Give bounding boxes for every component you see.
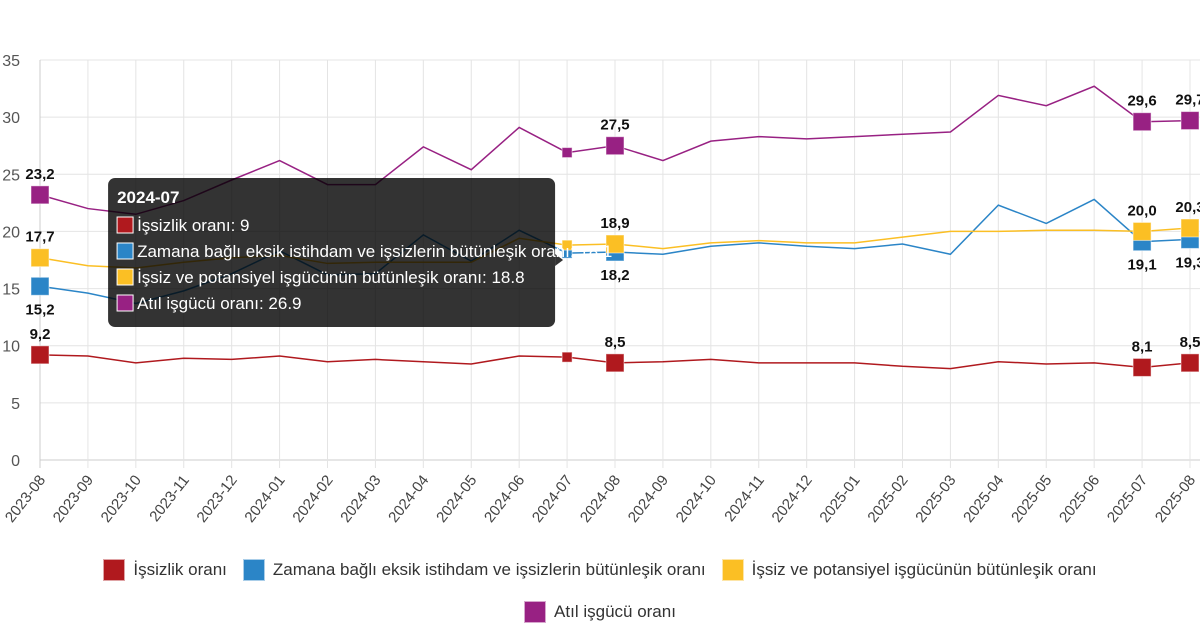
data-point-marker <box>30 345 50 365</box>
y-tick-label: 30 <box>2 110 20 127</box>
tooltip-line: İşsiz ve potansiyel işgücünün bütünleşik… <box>137 268 524 287</box>
legend-label: Zamana bağlı eksik istihdam ve işsizleri… <box>272 560 706 579</box>
x-tick-label: 2025-08 <box>1152 472 1199 526</box>
data-point-marker <box>30 248 50 268</box>
x-tick-label: 2025-06 <box>1056 472 1103 526</box>
data-label: 29,6 <box>1127 93 1156 110</box>
y-tick-label: 10 <box>2 339 20 356</box>
data-label: 27,5 <box>600 117 629 134</box>
x-tick-label: 2025-01 <box>816 472 863 526</box>
x-tick-label: 2025-02 <box>864 472 911 526</box>
data-label: 9,2 <box>30 326 51 343</box>
legend-swatch <box>103 559 126 581</box>
data-point-marker <box>1132 221 1152 241</box>
x-tick-label: 2024-04 <box>385 472 432 526</box>
x-tick-label: 2024-03 <box>337 472 384 526</box>
y-tick-label: 5 <box>11 396 20 413</box>
data-point-marker <box>561 147 573 159</box>
data-point-marker <box>1132 112 1152 132</box>
tooltip-color-swatch <box>116 216 134 234</box>
x-tick-label: 2023-11 <box>146 472 193 525</box>
legend-label: İşsizlik oranı <box>133 560 227 579</box>
tooltip-box <box>108 178 556 327</box>
data-label: 19,1 <box>1127 257 1156 274</box>
tooltip-color-swatch <box>116 242 134 260</box>
data-label: 19,3 <box>1175 254 1200 271</box>
x-tick-label: 2023-10 <box>98 472 145 526</box>
data-point-marker <box>1132 357 1152 377</box>
legend-swatch <box>721 559 744 581</box>
tooltip-color-swatch <box>116 294 134 312</box>
data-label: 8,5 <box>1180 334 1200 351</box>
x-tick-label: 2024-12 <box>769 472 816 526</box>
x-tick-label: 2025-07 <box>1104 472 1151 526</box>
data-label: 18,2 <box>600 267 629 284</box>
y-tick-label: 0 <box>11 453 20 470</box>
data-label: 29,7 <box>1175 92 1200 109</box>
x-tick-label: 2023-09 <box>50 472 97 526</box>
legend-label: Atıl işgücü oranı <box>554 602 676 621</box>
y-tick-label: 15 <box>2 282 20 299</box>
data-point-marker <box>30 276 50 296</box>
y-tick-label: 35 <box>2 53 20 70</box>
data-point-marker <box>561 239 573 251</box>
data-point-marker <box>1180 111 1200 131</box>
x-tick-label: 2025-05 <box>1008 472 1055 526</box>
tooltip-line: Atıl işgücü oranı: 26.9 <box>137 294 301 313</box>
data-point-marker <box>605 353 625 373</box>
x-tick-label: 2024-02 <box>289 472 336 526</box>
x-tick-label: 2024-08 <box>577 472 624 526</box>
tooltip-line: İşsizlik oranı: 9 <box>137 216 249 235</box>
y-tick-label: 20 <box>2 224 20 241</box>
data-point-marker <box>30 185 50 205</box>
data-label: 8,5 <box>605 334 626 351</box>
x-tick-label: 2025-04 <box>960 472 1007 526</box>
data-point-marker <box>605 136 625 156</box>
x-tick-label: 2024-01 <box>241 472 288 526</box>
tooltip: 2024-07 İşsizlik oranı: 9 Zamana bağlı eks… <box>108 178 612 327</box>
legend-swatch <box>242 559 265 581</box>
data-label: 20,3 <box>1175 199 1200 216</box>
x-tick-label: 2023-12 <box>194 472 241 526</box>
x-tick-label: 2024-05 <box>433 472 480 526</box>
x-tick-label: 2023-08 <box>2 472 49 526</box>
data-label: 20,0 <box>1127 202 1156 219</box>
x-tick-label: 2024-07 <box>529 472 576 526</box>
data-label: 8,1 <box>1132 338 1153 355</box>
x-tick-label: 2024-06 <box>481 472 528 526</box>
data-point-marker <box>605 234 625 254</box>
tooltip-line: Zamana bağlı eksik istihdam ve işsizleri… <box>137 242 612 261</box>
legend-item[interactable]: İşsiz ve potansiyel işgücünün bütünleşik… <box>721 552 1097 588</box>
legend-item[interactable]: Zamana bağlı eksik istihdam ve işsizleri… <box>242 552 706 588</box>
data-label: 18,9 <box>600 215 629 232</box>
data-point-marker <box>1180 218 1200 238</box>
x-tick-label: 2025-03 <box>912 472 959 526</box>
y-tick-label: 25 <box>2 167 20 184</box>
x-tick-label: 2024-09 <box>625 472 672 526</box>
tooltip-color-swatch <box>116 268 134 286</box>
legend-item[interactable]: İşsizlik oranı <box>103 552 227 588</box>
x-tick-label: 2024-11 <box>721 472 768 525</box>
tooltip-title: 2024-07 <box>117 188 179 207</box>
x-tick-label: 2024-10 <box>673 472 720 526</box>
data-label: 23,2 <box>25 166 54 183</box>
legend: İşsizlik oranı Zamana bağlı eksik istihda… <box>0 552 1200 636</box>
data-point-marker <box>1180 353 1200 373</box>
data-label: 17,7 <box>25 229 54 246</box>
tooltip-caret <box>555 254 564 266</box>
data-point-marker <box>561 351 573 363</box>
legend-label: İşsiz ve potansiyel işgücünün bütünleşik… <box>751 560 1097 579</box>
data-label: 15,2 <box>25 301 54 318</box>
legend-item[interactable]: Atıl işgücü oranı <box>524 594 676 630</box>
legend-swatch <box>524 601 547 623</box>
